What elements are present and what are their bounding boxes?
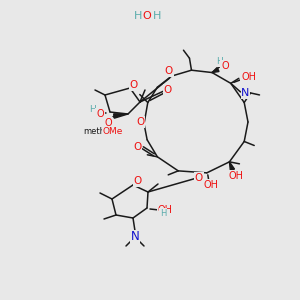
Text: H: H	[153, 11, 161, 21]
Text: H: H	[134, 11, 142, 21]
Text: O: O	[130, 80, 138, 90]
Polygon shape	[230, 162, 235, 171]
Text: OH: OH	[229, 171, 244, 181]
Text: O: O	[221, 61, 229, 70]
Text: O: O	[96, 109, 104, 119]
Text: O: O	[134, 176, 142, 186]
Text: O: O	[133, 142, 142, 152]
Text: O: O	[164, 85, 172, 95]
Text: O: O	[136, 117, 144, 127]
Text: O: O	[195, 173, 203, 183]
Text: O: O	[142, 11, 152, 21]
Polygon shape	[114, 114, 128, 118]
Text: OMe: OMe	[103, 127, 123, 136]
Text: H: H	[88, 106, 95, 115]
Text: OH: OH	[158, 205, 172, 215]
Text: methyl: methyl	[83, 127, 113, 136]
Text: H: H	[160, 208, 166, 217]
Polygon shape	[212, 68, 219, 73]
Text: N: N	[130, 230, 140, 244]
Text: OH: OH	[241, 72, 256, 82]
Text: N: N	[241, 88, 250, 98]
Text: OH: OH	[203, 180, 218, 190]
Text: O: O	[164, 66, 173, 76]
Text: O: O	[104, 118, 112, 128]
Text: H: H	[216, 57, 222, 66]
